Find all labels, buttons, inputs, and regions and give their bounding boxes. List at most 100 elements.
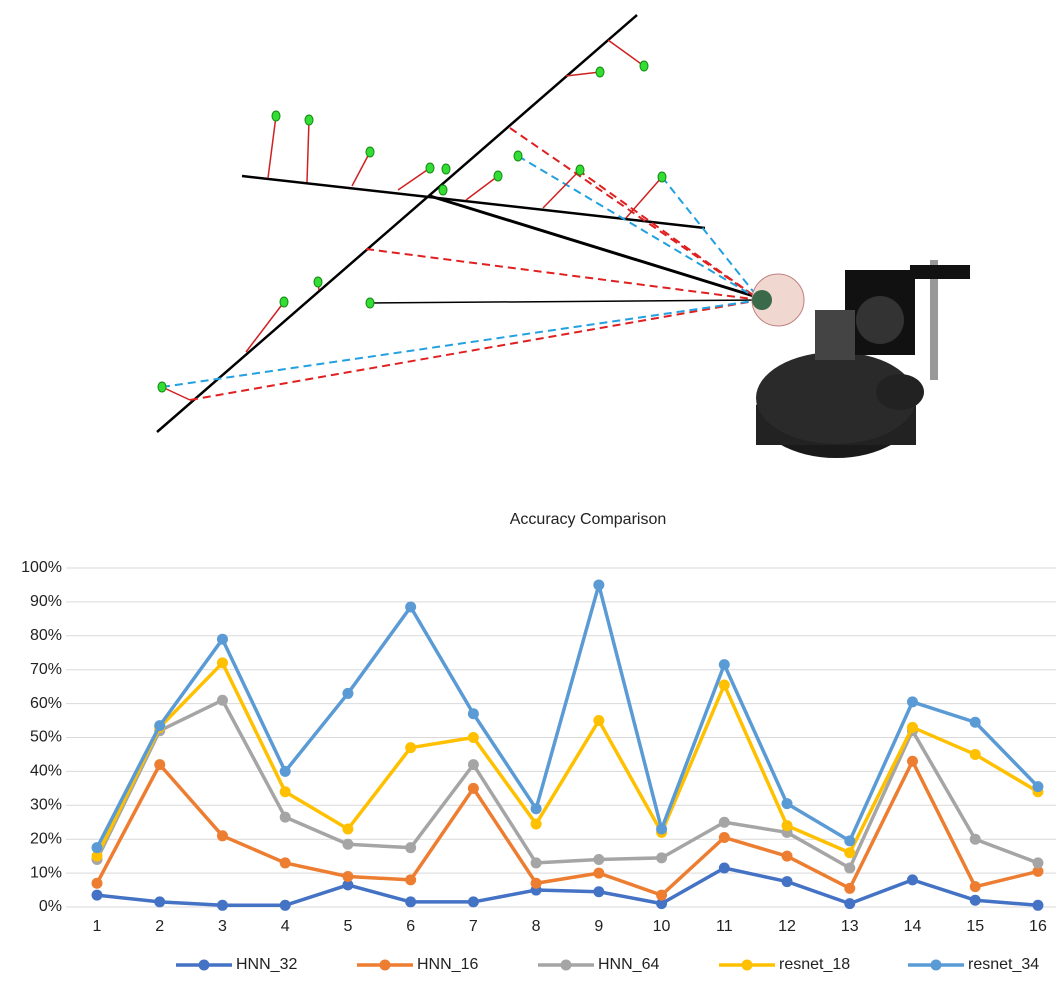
data-point — [1032, 781, 1043, 792]
x-tick-label: 15 — [966, 918, 984, 935]
data-point — [405, 742, 416, 753]
y-tick-label: 50% — [30, 729, 62, 746]
red-rays — [190, 128, 760, 400]
x-tick-label: 6 — [406, 918, 415, 935]
data-point — [217, 695, 228, 706]
data-point — [782, 820, 793, 831]
y-tick-label: 40% — [30, 763, 62, 780]
data-point — [593, 886, 604, 897]
series-line — [97, 761, 1038, 895]
axis-line — [157, 15, 637, 432]
legend-label: HNN_32 — [236, 956, 297, 973]
x-tick-label: 1 — [93, 918, 102, 935]
data-point — [719, 863, 730, 874]
data-point — [280, 900, 291, 911]
x-tick-label: 11 — [716, 918, 733, 935]
green-dots — [158, 61, 666, 392]
data-point — [154, 896, 165, 907]
x-tick-label: 7 — [469, 918, 478, 935]
data-point — [217, 634, 228, 645]
data-point — [656, 824, 667, 835]
data-point — [405, 601, 416, 612]
data-point — [468, 708, 479, 719]
data-point — [1032, 900, 1043, 911]
eye — [752, 274, 804, 326]
y-tick-label: 80% — [30, 627, 62, 644]
data-point — [92, 890, 103, 901]
data-point — [280, 812, 291, 823]
chart-title: Accuracy Comparison — [510, 511, 667, 528]
data-point — [217, 900, 228, 911]
data-point — [782, 798, 793, 809]
y-tick-label: 60% — [30, 695, 62, 712]
y-tick-label: 30% — [30, 797, 62, 814]
data-point — [593, 579, 604, 590]
data-point — [531, 857, 542, 868]
data-point — [970, 881, 981, 892]
legend-label: HNN_16 — [417, 956, 478, 973]
data-point — [844, 835, 855, 846]
data-point — [468, 896, 479, 907]
data-point — [92, 842, 103, 853]
data-point — [531, 803, 542, 814]
diagram — [157, 15, 970, 458]
x-tick-label: 4 — [281, 918, 290, 935]
data-point — [468, 783, 479, 794]
data-point — [970, 834, 981, 845]
y-tick-label: 10% — [30, 864, 62, 881]
page: {"chart_data": {"type": "line", "title":… — [0, 0, 1059, 983]
data-point — [531, 878, 542, 889]
x-tick-label: 2 — [155, 918, 164, 935]
x-tick-label: 9 — [594, 918, 603, 935]
legend-marker — [931, 960, 942, 971]
legend-label: resnet_34 — [968, 956, 1039, 973]
y-tick-label: 20% — [30, 830, 62, 847]
data-point — [907, 756, 918, 767]
red-ticks — [162, 40, 662, 400]
legend-label: resnet_18 — [779, 956, 850, 973]
data-point — [844, 898, 855, 909]
data-point — [92, 878, 103, 889]
data-point — [593, 715, 604, 726]
data-point — [719, 817, 730, 828]
y-tick-label: 0% — [39, 898, 62, 915]
data-point — [970, 749, 981, 760]
series-line — [97, 585, 1038, 848]
x-tick-label: 10 — [653, 918, 671, 935]
data-point — [342, 871, 353, 882]
data-point — [656, 852, 667, 863]
data-point — [342, 839, 353, 850]
data-point — [719, 832, 730, 843]
data-point — [844, 883, 855, 894]
data-point — [217, 657, 228, 668]
data-point — [844, 863, 855, 874]
data-point — [280, 786, 291, 797]
data-point — [154, 720, 165, 731]
y-tick-label: 90% — [30, 593, 62, 610]
x-tick-label: 12 — [778, 918, 796, 935]
figure: Accuracy Comparison 0% 10% 20% 30% 40% 50% 60%… — [0, 0, 1059, 978]
data-point — [593, 868, 604, 879]
data-point — [280, 857, 291, 868]
data-point — [970, 717, 981, 728]
data-point — [342, 824, 353, 835]
data-point — [405, 842, 416, 853]
legend-marker — [561, 960, 572, 971]
legend-marker — [199, 960, 210, 971]
data-point — [907, 722, 918, 733]
data-point — [405, 874, 416, 885]
axis-line — [430, 196, 760, 298]
data-point — [593, 854, 604, 865]
data-point — [468, 732, 479, 743]
axis-line — [370, 300, 760, 303]
y-tick-label: 70% — [30, 661, 62, 678]
legend-marker — [380, 960, 391, 971]
data-point — [217, 830, 228, 841]
legend-label: HNN_64 — [598, 956, 659, 973]
data-point — [468, 759, 479, 770]
data-point — [656, 890, 667, 901]
y-tick-label: 100% — [21, 559, 62, 576]
data-point — [531, 818, 542, 829]
data-point — [844, 847, 855, 858]
x-tick-label: 14 — [904, 918, 922, 935]
